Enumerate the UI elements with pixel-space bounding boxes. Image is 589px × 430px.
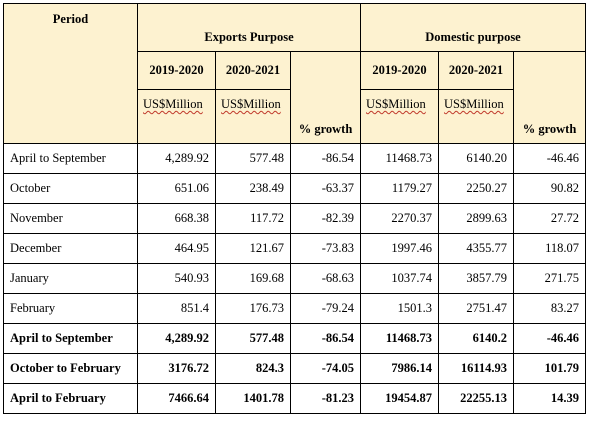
value-cell: 7986.14 bbox=[360, 353, 439, 384]
value-cell: 4355.77 bbox=[438, 233, 514, 264]
value-cell: 6140.20 bbox=[438, 143, 514, 174]
period-label: January bbox=[3, 263, 138, 294]
year-header: 2020-2021 bbox=[215, 51, 291, 90]
value-cell: 22255.13 bbox=[438, 383, 514, 414]
year-header: 2020-2021 bbox=[438, 51, 514, 90]
value-cell: 118.07 bbox=[513, 233, 586, 264]
value-cell: 2751.47 bbox=[438, 293, 514, 324]
value-cell: 2899.63 bbox=[438, 203, 514, 234]
value-cell: 117.72 bbox=[215, 203, 291, 234]
value-cell: 16114.93 bbox=[438, 353, 514, 384]
table-row: October to February 3176.72 824.3 -74.05 798… bbox=[3, 353, 586, 384]
value-cell: 3857.79 bbox=[438, 263, 514, 294]
unit-label: US$Million bbox=[215, 89, 291, 144]
unit-label: US$Million bbox=[438, 89, 514, 144]
value-cell: 2270.37 bbox=[360, 203, 439, 234]
year-header: 2019-2020 bbox=[137, 51, 216, 90]
period-label: February bbox=[3, 293, 138, 324]
year-header: 2019-2020 bbox=[360, 51, 439, 90]
growth-header: % growth bbox=[290, 51, 361, 144]
value-cell: 3176.72 bbox=[137, 353, 216, 384]
value-cell: 4,289.92 bbox=[137, 323, 216, 354]
growth-header: % growth bbox=[513, 51, 586, 144]
value-cell: -68.63 bbox=[290, 263, 361, 294]
value-cell: -79.24 bbox=[290, 293, 361, 324]
value-cell: 19454.87 bbox=[360, 383, 439, 414]
value-cell: -46.46 bbox=[513, 323, 586, 354]
unit-label: US$Million bbox=[360, 89, 439, 144]
value-cell: 6140.2 bbox=[438, 323, 514, 354]
table-row: December 464.95 121.67 -73.83 1997.46 4355.77… bbox=[3, 233, 586, 264]
table-row: April to September 4,289.92 577.48 -86.54 11… bbox=[3, 143, 586, 174]
period-label: October bbox=[3, 173, 138, 204]
period-label: November bbox=[3, 203, 138, 234]
period-label: December bbox=[3, 233, 138, 264]
value-cell: -73.83 bbox=[290, 233, 361, 264]
value-cell: 540.93 bbox=[137, 263, 216, 294]
value-cell: 90.82 bbox=[513, 173, 586, 204]
value-cell: 271.75 bbox=[513, 263, 586, 294]
value-cell: 83.27 bbox=[513, 293, 586, 324]
table-row: February 851.4 176.73 -79.24 1501.3 2751.47 83… bbox=[3, 293, 586, 324]
value-cell: 11468.73 bbox=[360, 323, 439, 354]
value-cell: 668.38 bbox=[137, 203, 216, 234]
value-cell: 176.73 bbox=[215, 293, 291, 324]
value-cell: 1401.78 bbox=[215, 383, 291, 414]
value-cell: 121.67 bbox=[215, 233, 291, 264]
value-cell: 464.95 bbox=[137, 233, 216, 264]
value-cell: -86.54 bbox=[290, 323, 361, 354]
value-cell: -82.39 bbox=[290, 203, 361, 234]
unit-label: US$Million bbox=[137, 89, 216, 144]
value-cell: 824.3 bbox=[215, 353, 291, 384]
value-cell: 27.72 bbox=[513, 203, 586, 234]
value-cell: -46.46 bbox=[513, 143, 586, 174]
value-cell: 851.4 bbox=[137, 293, 216, 324]
value-cell: 651.06 bbox=[137, 173, 216, 204]
table-row: October 651.06 238.49 -63.37 1179.27 2250.27 9… bbox=[3, 173, 586, 204]
value-cell: -81.23 bbox=[290, 383, 361, 414]
table-row: November 668.38 117.72 -82.39 2270.37 2899.63… bbox=[3, 203, 586, 234]
period-label: April to February bbox=[3, 383, 138, 414]
period-label: October to February bbox=[3, 353, 138, 384]
value-cell: 169.68 bbox=[215, 263, 291, 294]
value-cell: 577.48 bbox=[215, 143, 291, 174]
value-cell: 14.39 bbox=[513, 383, 586, 414]
value-cell: 101.79 bbox=[513, 353, 586, 384]
value-cell: 1997.46 bbox=[360, 233, 439, 264]
table-row: January 540.93 169.68 -68.63 1037.74 3857.79 2… bbox=[3, 263, 586, 294]
domestic-purpose-header: Domestic purpose bbox=[360, 3, 586, 52]
value-cell: -74.05 bbox=[290, 353, 361, 384]
value-cell: 238.49 bbox=[215, 173, 291, 204]
exports-purpose-header: Exports Purpose bbox=[137, 3, 361, 52]
value-cell: 577.48 bbox=[215, 323, 291, 354]
table-row: April to February 7466.64 1401.78 -81.23 194… bbox=[3, 383, 586, 414]
value-cell: -86.54 bbox=[290, 143, 361, 174]
value-cell: 1501.3 bbox=[360, 293, 439, 324]
value-cell: 11468.73 bbox=[360, 143, 439, 174]
data-table: Period Exports Purpose Domestic purpose … bbox=[3, 3, 586, 414]
period-label: April to September bbox=[3, 323, 138, 354]
value-cell: -63.37 bbox=[290, 173, 361, 204]
period-label: April to September bbox=[3, 143, 138, 174]
value-cell: 4,289.92 bbox=[137, 143, 216, 174]
value-cell: 1179.27 bbox=[360, 173, 439, 204]
table-row: April to September 4,289.92 577.48 -86.54 11… bbox=[3, 323, 586, 354]
value-cell: 7466.64 bbox=[137, 383, 216, 414]
value-cell: 1037.74 bbox=[360, 263, 439, 294]
value-cell: 2250.27 bbox=[438, 173, 514, 204]
period-header: Period bbox=[3, 3, 138, 144]
